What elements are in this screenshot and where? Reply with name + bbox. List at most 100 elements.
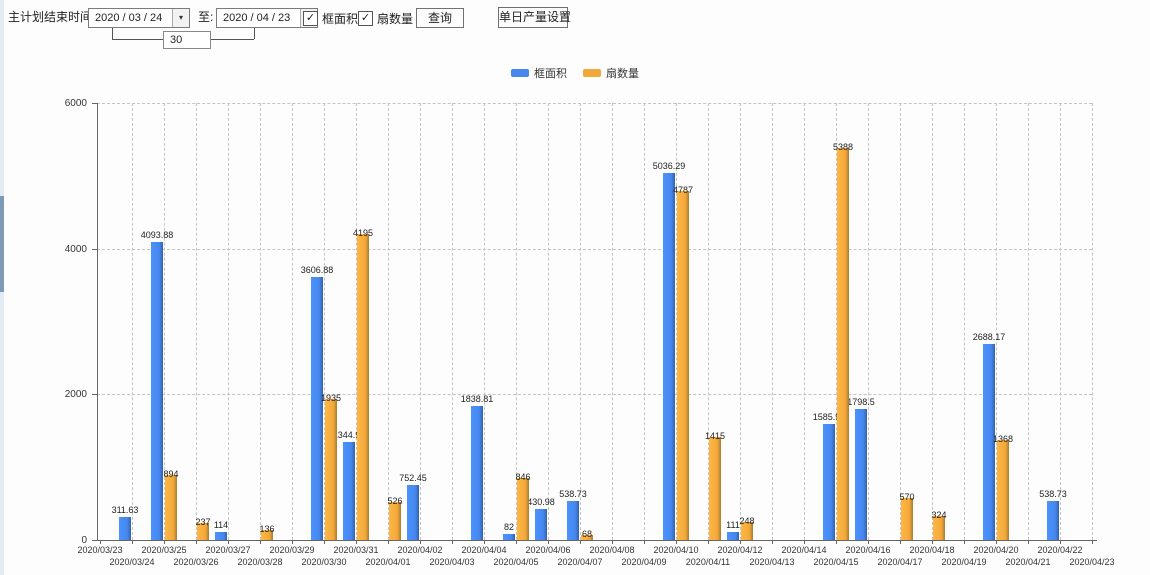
query-button[interactable]: 查询 — [416, 8, 464, 28]
bar-value-label: 1798.5 — [847, 397, 875, 407]
x-axis-date-label: 2020/04/18 — [909, 545, 955, 555]
y-axis-tick-label: 6000 — [64, 98, 87, 109]
bar-value-label: 248 — [739, 515, 755, 526]
x-axis-tick — [900, 540, 901, 544]
x-axis-date-label: 2020/04/13 — [749, 557, 795, 567]
x-axis-tick — [292, 540, 293, 544]
gridline-vertical — [900, 103, 901, 540]
bar-value-label: 1935 — [320, 393, 342, 404]
x-axis-tick — [1092, 540, 1093, 544]
x-axis-line — [97, 540, 1097, 541]
bar-扇数量-2020/04/12 — [741, 521, 753, 540]
bar-value-label: 68 — [581, 529, 592, 540]
bar-框面积-2020/04/05 — [503, 534, 515, 540]
x-axis-date-label: 2020/04/09 — [621, 557, 667, 567]
gridline-vertical — [484, 103, 485, 540]
interval-days-input[interactable]: 30 — [163, 31, 211, 49]
x-axis-date-label: 2020/03/25 — [141, 545, 187, 555]
checkbox-check-icon[interactable]: ✓ — [358, 11, 373, 26]
bar-扇数量-2020/03/26 — [197, 522, 209, 540]
bar-value-label: 570 — [899, 492, 915, 503]
legend-label: 扇数量 — [606, 68, 639, 80]
gridline-vertical — [964, 103, 965, 540]
connector-line — [112, 39, 163, 40]
x-axis-date-label: 2020/04/17 — [877, 557, 923, 567]
x-axis-tick — [676, 540, 677, 544]
bar-框面积-2020/04/12 — [727, 531, 739, 540]
x-axis-date-label: 2020/04/12 — [717, 545, 763, 555]
gridline-vertical — [1060, 103, 1061, 540]
bar-value-label: 3606.88 — [300, 265, 334, 276]
x-axis-tick — [548, 540, 549, 544]
x-axis-tick — [132, 540, 133, 544]
x-axis-tick — [580, 540, 581, 544]
bar-扇数量-2020/04/11 — [709, 436, 721, 540]
y-axis-tick — [92, 394, 97, 396]
x-axis-tick — [260, 540, 261, 544]
x-axis-tick — [804, 540, 805, 544]
bar-value-label: 430.98 — [527, 496, 555, 507]
gridline-vertical — [356, 103, 357, 540]
x-axis-tick — [996, 540, 997, 544]
gridline-vertical — [708, 103, 709, 540]
gridline-vertical — [420, 103, 421, 540]
gridline-vertical — [292, 103, 293, 540]
daily-output-settings-button[interactable]: 单日产量设置 — [498, 7, 571, 28]
bar-扇数量-2020/03/31 — [357, 234, 369, 540]
gridline-vertical — [324, 103, 325, 540]
legend-item-扇数量[interactable]: 扇数量 — [583, 65, 639, 81]
legend-item-框面积[interactable]: 框面积 — [511, 65, 567, 81]
bar-value-label: 4195 — [352, 228, 374, 239]
checkbox-check-icon[interactable]: ✓ — [303, 11, 318, 26]
gridline-vertical — [548, 103, 549, 540]
date-to-value: 2020 / 04 / 23 — [223, 12, 291, 24]
gridline-vertical — [740, 103, 741, 540]
bar-框面积-2020/04/16 — [855, 409, 867, 540]
x-axis-date-label: 2020/03/26 — [173, 557, 219, 567]
y-axis-tick-label: 2000 — [64, 389, 87, 401]
bar-扇数量-2020/04/05 — [517, 478, 529, 540]
bar-value-label: 5036.29 — [652, 161, 686, 172]
x-axis-tick — [420, 540, 421, 544]
dropdown-arrow-icon[interactable]: ▾ — [172, 9, 189, 27]
x-axis-tick — [868, 540, 869, 544]
gridline-vertical — [868, 103, 869, 540]
bar-扇数量-2020/03/25 — [165, 474, 177, 540]
bar-value-label: 1344.95 — [332, 430, 366, 441]
x-axis-date-label: 2020/03/29 — [269, 545, 315, 555]
date-from-picker[interactable]: 2020 / 03 / 24 ▾ — [88, 8, 190, 28]
gridline-vertical — [644, 103, 645, 540]
x-axis-date-label: 2020/04/14 — [781, 545, 827, 555]
bar-框面积-2020/04/02 — [407, 485, 419, 540]
bar-框面积-2020/03/25 — [151, 241, 163, 540]
bar-扇数量-2020/04/17 — [901, 498, 913, 540]
x-axis-date-label: 2020/03/23 — [77, 545, 123, 555]
bar-框面积-2020/03/30 — [311, 277, 323, 540]
bar-value-label: 2688.17 — [972, 332, 1006, 343]
x-axis-date-label: 2020/04/05 — [493, 557, 539, 567]
y-axis-tick-label: 4000 — [64, 243, 87, 255]
connector-line — [211, 39, 254, 40]
bar-框面积-2020/03/31 — [343, 442, 355, 540]
gridline-vertical — [1092, 103, 1093, 540]
bar-value-label: 237 — [195, 516, 211, 527]
gridline-vertical — [772, 103, 773, 540]
gridline-horizontal — [97, 103, 1092, 104]
x-axis-tick — [772, 540, 773, 544]
x-axis-tick — [228, 540, 229, 544]
checkbox-frame-area[interactable]: ✓ 框面积 — [303, 10, 358, 27]
x-axis-date-label: 2020/03/28 — [237, 557, 283, 567]
bar-扇数量-2020/04/01 — [389, 501, 401, 540]
gridline-vertical — [836, 103, 837, 540]
x-axis-tick — [708, 540, 709, 544]
checkbox-fan-quantity[interactable]: ✓ 扇数量 — [358, 10, 413, 27]
gridline-vertical — [228, 103, 229, 540]
x-axis-tick — [164, 540, 165, 544]
y-axis-tick — [92, 103, 97, 104]
bar-扇数量-2020/04/20 — [997, 440, 1009, 540]
x-axis-tick — [932, 540, 933, 544]
x-axis-date-label: 2020/04/21 — [1005, 557, 1051, 567]
x-axis-date-label: 2020/04/08 — [589, 545, 635, 555]
